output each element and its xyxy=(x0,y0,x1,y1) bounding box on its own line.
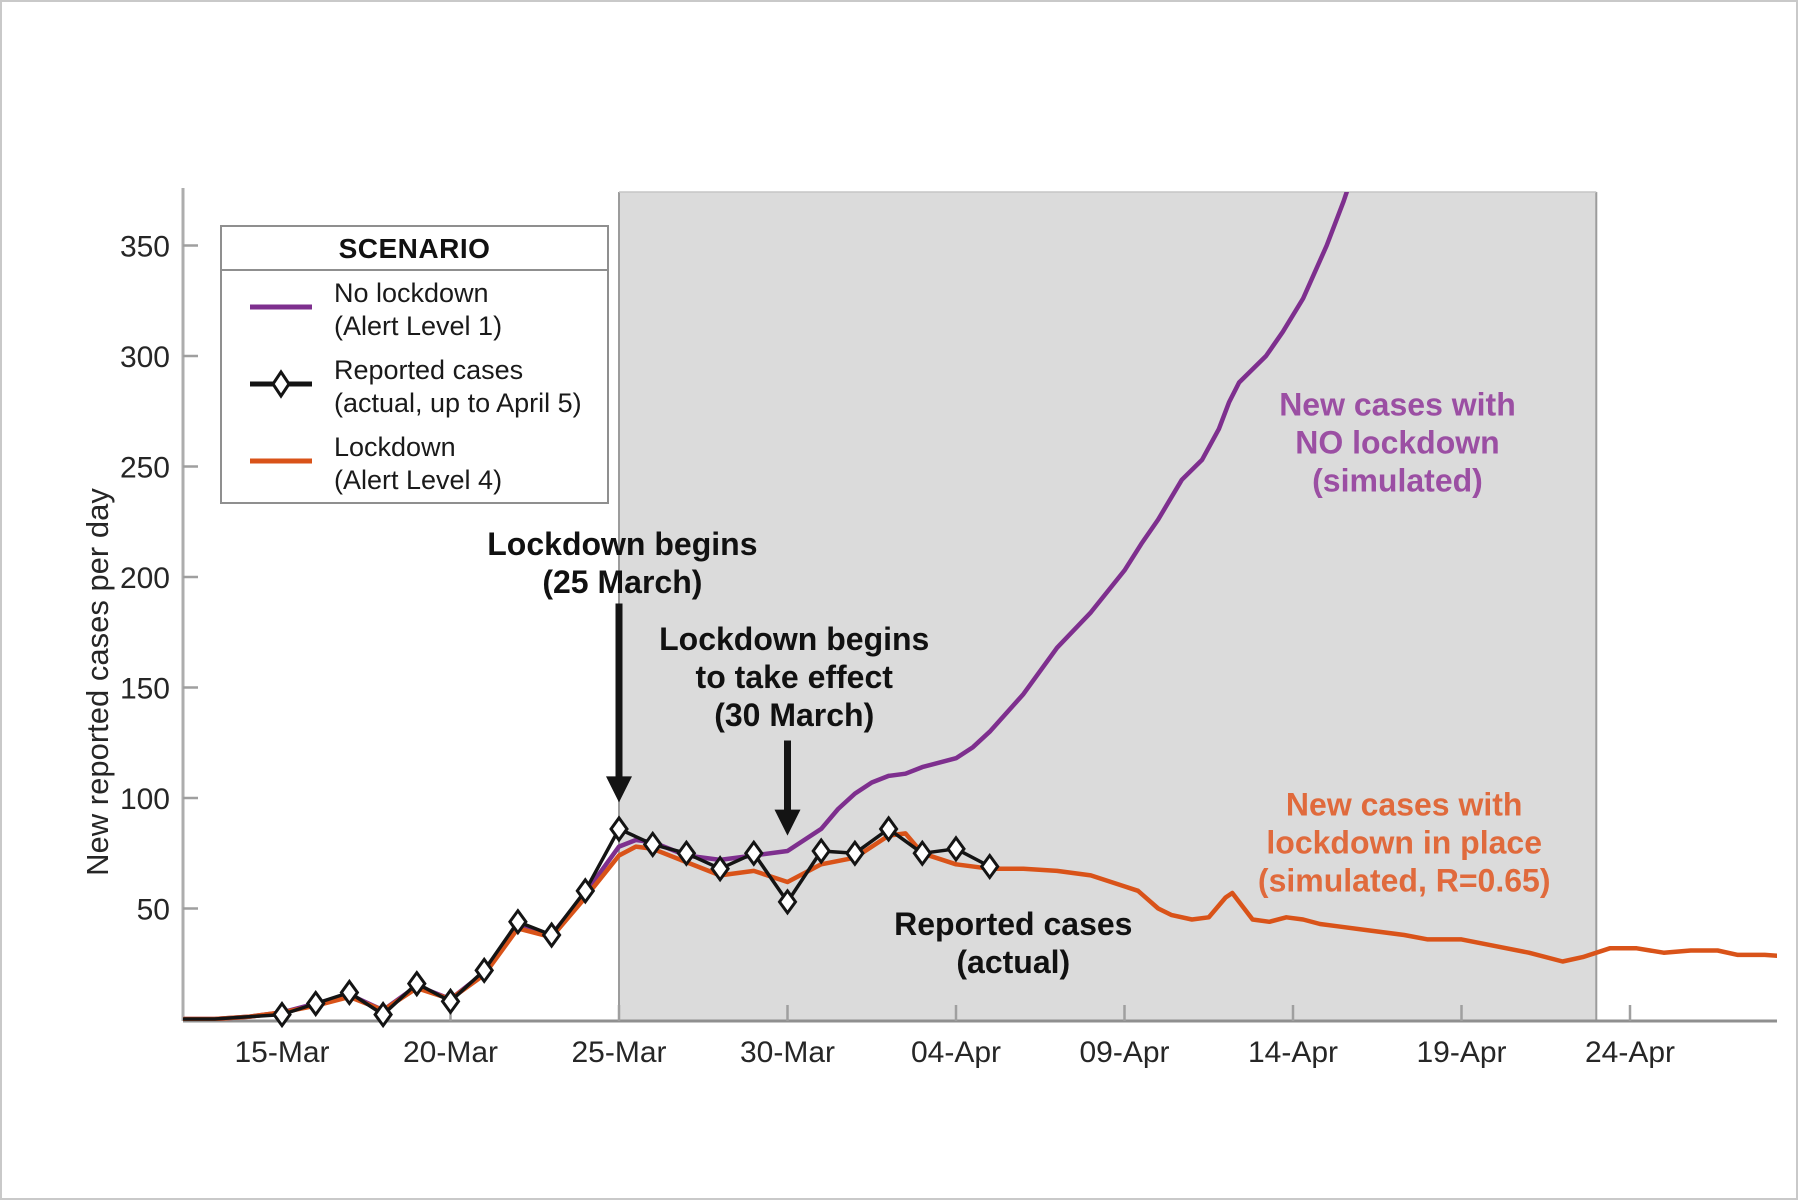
legend-label-line: (Alert Level 1) xyxy=(334,310,503,341)
reported-case-diamond-marker xyxy=(676,839,697,867)
annotation-take-effect-arrowhead-icon xyxy=(774,809,801,836)
annotation-lockdown-label-line: lockdown in place xyxy=(1266,825,1542,861)
annotation-take-effect-line: (30 March) xyxy=(714,697,874,733)
legend-item-no-lockdown: No lockdown (Alert Level 1) xyxy=(222,271,607,348)
legend-label-line: No lockdown xyxy=(334,277,489,308)
x-tick-label: 19-Apr xyxy=(1416,1036,1506,1069)
reported-case-diamond-marker xyxy=(811,837,832,865)
legend-label-line: (actual, up to April 5) xyxy=(334,387,582,418)
legend-item-label: Lockdown (Alert Level 4) xyxy=(334,431,502,497)
reported-case-diamond-marker xyxy=(979,852,1000,881)
x-tick-label: 30-Mar xyxy=(740,1036,835,1069)
legend-item-lockdown: Lockdown (Alert Level 4) xyxy=(222,425,607,502)
x-tick-label: 24-Apr xyxy=(1585,1036,1675,1069)
reported-case-diamond-marker xyxy=(609,815,629,843)
annotation-take-effect-line: Lockdown begins xyxy=(659,621,929,657)
legend: SCENARIO No lockdown (Alert Level 1) Rep… xyxy=(220,225,609,504)
reported-case-diamond-marker xyxy=(912,839,933,867)
x-tick-label: 04-Apr xyxy=(911,1036,1001,1069)
reported-case-diamond-marker xyxy=(406,970,427,998)
y-tick-label: 100 xyxy=(120,783,170,816)
reported-case-diamond-marker xyxy=(305,989,326,1018)
reported-case-diamond-marker xyxy=(845,839,865,867)
reported-case-diamond-marker xyxy=(710,855,730,883)
annotation-no-lockdown-label-line: New cases with xyxy=(1279,387,1516,423)
y-tick-label: 150 xyxy=(120,673,170,706)
x-tick-label: 20-Mar xyxy=(403,1036,498,1069)
x-tick-label: 14-Apr xyxy=(1248,1036,1338,1069)
x-tick-label: 09-Apr xyxy=(1079,1036,1169,1069)
legend-item-reported-cases: Reported cases (actual, up to April 5) xyxy=(222,348,607,425)
reported-case-diamond-marker xyxy=(440,987,461,1015)
annotation-lockdown-begins-line: (25 March) xyxy=(542,564,702,600)
y-tick-label: 50 xyxy=(137,894,170,927)
reported-case-diamond-marker xyxy=(541,921,562,949)
annotation-reported-label-line: Reported cases xyxy=(894,906,1132,942)
y-axis-label: New reported cases per day xyxy=(80,488,115,876)
legend-label-line: Lockdown xyxy=(334,431,456,462)
y-tick-label: 200 xyxy=(120,562,170,595)
reported-case-diamond-marker xyxy=(373,1001,393,1029)
reported-case-diamond-marker xyxy=(777,888,798,916)
annotation-lockdown-label-line: (simulated, R=0.65) xyxy=(1258,863,1551,899)
lockdown-line-swatch-icon xyxy=(248,444,314,483)
annotation-take-effect-line: to take effect xyxy=(696,659,894,695)
annotation-lockdown-begins-line: Lockdown begins xyxy=(487,526,757,562)
y-tick-label: 300 xyxy=(120,341,170,374)
series-lockdown-line xyxy=(183,831,1777,1021)
legend-label-line: (Alert Level 4) xyxy=(334,464,503,495)
annotation-reported-label-line: (actual) xyxy=(956,944,1070,980)
y-tick-label: 250 xyxy=(120,452,170,485)
no-lockdown-line-swatch-icon xyxy=(248,290,314,329)
reported-case-diamond-marker xyxy=(946,835,966,863)
reported-case-diamond-marker xyxy=(642,830,663,858)
annotation-no-lockdown-label-line: (simulated) xyxy=(1312,463,1483,499)
y-tick-label: 350 xyxy=(120,231,170,264)
legend-label-line: Reported cases xyxy=(334,354,524,385)
reported-case-diamond-marker xyxy=(508,908,528,936)
annotation-lockdown-label-line: New cases with xyxy=(1286,787,1523,823)
reported-cases-diamond-swatch-icon xyxy=(248,367,314,406)
reported-case-diamond-marker xyxy=(575,877,596,905)
reported-case-diamond-marker xyxy=(743,839,764,867)
x-tick-label: 25-Mar xyxy=(571,1036,666,1069)
reported-case-diamond-marker xyxy=(339,978,360,1007)
reported-case-diamond-marker xyxy=(474,956,495,984)
annotation-no-lockdown-label-line: NO lockdown xyxy=(1295,425,1499,461)
legend-title: SCENARIO xyxy=(222,227,607,271)
reported-case-diamond-marker xyxy=(878,815,899,843)
x-tick-label: 15-Mar xyxy=(234,1036,329,1069)
legend-item-label: No lockdown (Alert Level 1) xyxy=(334,277,502,343)
reported-case-diamond-marker xyxy=(272,1001,292,1029)
annotation-lockdown-begins-arrowhead-icon xyxy=(606,776,632,803)
legend-item-label: Reported cases (actual, up to April 5) xyxy=(334,354,582,420)
